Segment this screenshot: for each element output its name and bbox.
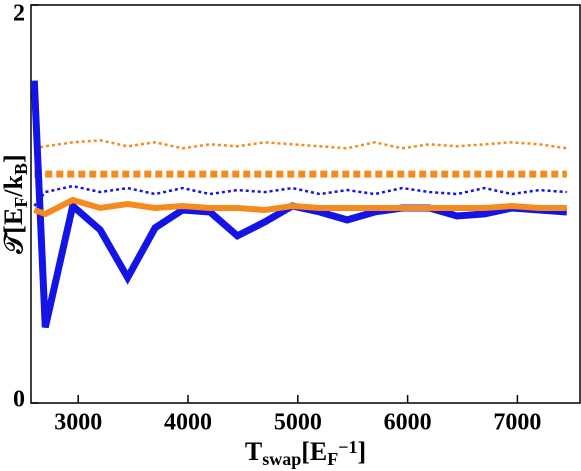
x-axis-label-part: ]	[357, 437, 366, 466]
lines	[31, 80, 568, 329]
y-axis-label-part: 𝒯[E	[0, 208, 28, 255]
x-tick-label: 3000	[54, 410, 102, 436]
y-axis-label-part: ]	[0, 154, 28, 163]
y-axis-label: 𝒯[EF/kB]	[0, 154, 31, 254]
x-tick-label: 4000	[164, 410, 212, 436]
y-axis-label-part: /k	[0, 175, 28, 198]
x-tick-label: 6000	[384, 410, 432, 436]
x-axis-label-part: [E	[301, 437, 327, 466]
x-axis-label-part: T	[245, 437, 262, 466]
y-tick-label: 0	[13, 387, 25, 413]
x-axis-label-part: F	[327, 449, 338, 469]
line-series	[33, 196, 567, 218]
line-series	[34, 139, 568, 150]
x-axis-label: Tswap[EF−1]	[245, 437, 366, 470]
x-tick-label: 5000	[274, 410, 322, 436]
y-axis-label-part: F	[11, 197, 31, 208]
plot-frame	[30, 4, 581, 404]
x-axis-label-part: swap	[262, 449, 301, 469]
y-tick-label: 2	[13, 1, 25, 27]
x-tick-label: 7000	[493, 410, 541, 436]
y-axis-label-part: B	[11, 163, 31, 175]
x-axis-label-part: −1	[338, 437, 357, 457]
